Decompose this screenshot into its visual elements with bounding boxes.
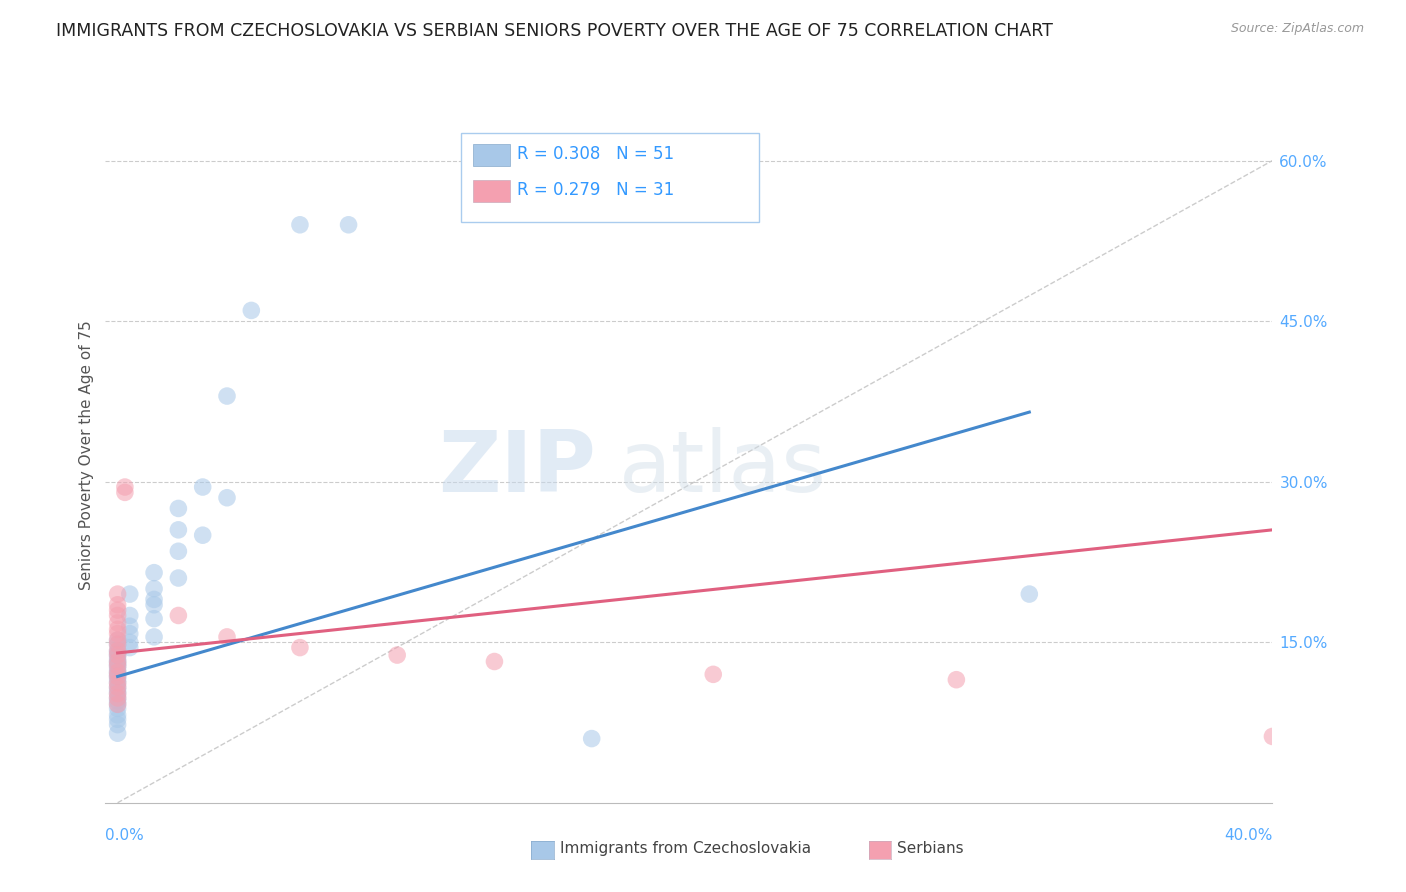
Point: [191, 480, 214, 494]
Point: [167, 544, 190, 558]
Point: [107, 669, 129, 683]
Point: [143, 566, 166, 580]
Point: [240, 303, 263, 318]
Point: [107, 648, 129, 662]
Point: [191, 528, 214, 542]
Point: [107, 665, 129, 680]
FancyBboxPatch shape: [472, 180, 510, 202]
Point: [114, 485, 136, 500]
Point: [107, 598, 129, 612]
Point: [107, 683, 129, 698]
Point: [118, 635, 141, 649]
Point: [107, 644, 129, 658]
Point: [107, 608, 129, 623]
Point: [107, 687, 129, 701]
Text: atlas: atlas: [619, 427, 827, 510]
Point: [107, 657, 129, 671]
Point: [143, 592, 166, 607]
Point: [107, 603, 129, 617]
Point: [107, 698, 129, 712]
Point: [107, 633, 129, 648]
FancyBboxPatch shape: [472, 144, 510, 166]
Point: [288, 640, 311, 655]
Point: [945, 673, 967, 687]
Point: [337, 218, 360, 232]
Point: [107, 587, 129, 601]
Text: Immigrants from Czechoslovakia: Immigrants from Czechoslovakia: [560, 841, 811, 855]
Point: [107, 690, 129, 705]
Point: [167, 501, 190, 516]
Point: [107, 726, 129, 740]
Point: [167, 523, 190, 537]
Point: [215, 491, 238, 505]
Point: [215, 630, 238, 644]
Point: [107, 676, 129, 690]
Point: [118, 619, 141, 633]
Point: [118, 626, 141, 640]
Point: [107, 698, 129, 712]
Point: [107, 651, 129, 665]
Point: [107, 633, 129, 648]
Point: [581, 731, 603, 746]
Point: [107, 658, 129, 673]
Point: [143, 612, 166, 626]
Point: [1261, 730, 1284, 744]
Point: [1018, 587, 1040, 601]
Text: Source: ZipAtlas.com: Source: ZipAtlas.com: [1230, 22, 1364, 36]
Point: [107, 712, 129, 726]
Point: [107, 673, 129, 687]
Point: [107, 665, 129, 680]
Point: [107, 667, 129, 681]
Point: [107, 708, 129, 723]
Text: IMMIGRANTS FROM CZECHOSLOVAKIA VS SERBIAN SENIORS POVERTY OVER THE AGE OF 75 COR: IMMIGRANTS FROM CZECHOSLOVAKIA VS SERBIA…: [56, 22, 1053, 40]
Point: [107, 637, 129, 651]
Point: [107, 655, 129, 669]
Point: [107, 648, 129, 662]
Point: [107, 694, 129, 708]
Text: ZIP: ZIP: [437, 427, 596, 510]
Point: [143, 630, 166, 644]
Y-axis label: Seniors Poverty Over the Age of 75: Seniors Poverty Over the Age of 75: [79, 320, 94, 590]
Text: Serbians: Serbians: [897, 841, 963, 855]
Point: [107, 658, 129, 673]
Point: [167, 571, 190, 585]
FancyBboxPatch shape: [461, 133, 759, 222]
Text: 0.0%: 0.0%: [105, 828, 145, 843]
Point: [107, 615, 129, 630]
Point: [107, 662, 129, 676]
Point: [118, 587, 141, 601]
Point: [143, 582, 166, 596]
Point: [107, 637, 129, 651]
Point: [114, 480, 136, 494]
Point: [107, 623, 129, 637]
Point: [484, 655, 506, 669]
Text: R = 0.308   N = 51: R = 0.308 N = 51: [517, 145, 675, 162]
Text: R = 0.279   N = 31: R = 0.279 N = 31: [517, 181, 675, 199]
Point: [107, 646, 129, 660]
Point: [107, 676, 129, 690]
Point: [288, 218, 311, 232]
Point: [107, 626, 129, 640]
Point: [167, 608, 190, 623]
Point: [215, 389, 238, 403]
Point: [107, 717, 129, 731]
Point: [702, 667, 724, 681]
Point: [107, 690, 129, 705]
Text: 40.0%: 40.0%: [1225, 828, 1272, 843]
Point: [107, 680, 129, 694]
Point: [107, 687, 129, 701]
Point: [385, 648, 408, 662]
Point: [143, 598, 166, 612]
Point: [107, 669, 129, 683]
Point: [107, 680, 129, 694]
Point: [118, 608, 141, 623]
Point: [107, 655, 129, 669]
Point: [107, 701, 129, 715]
Point: [107, 644, 129, 658]
Point: [118, 640, 141, 655]
